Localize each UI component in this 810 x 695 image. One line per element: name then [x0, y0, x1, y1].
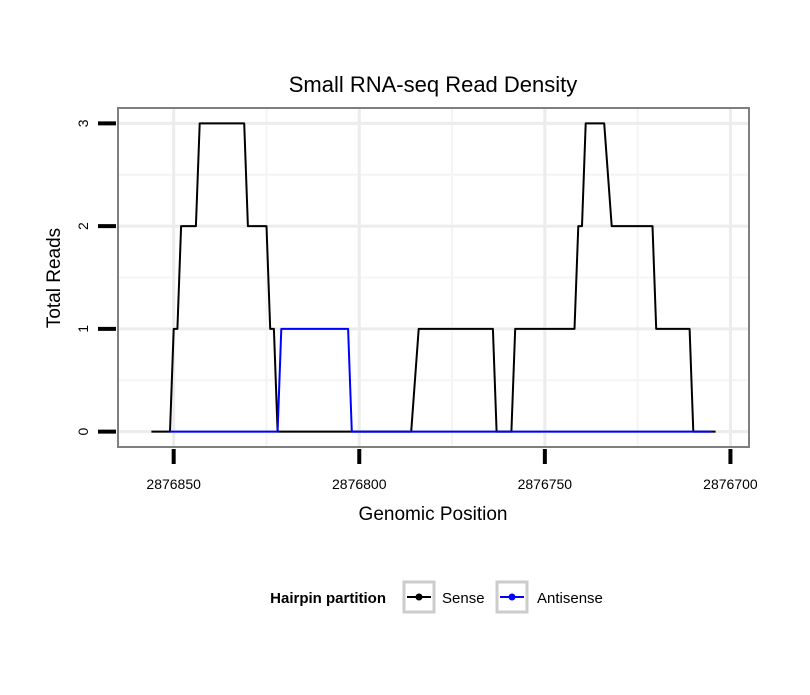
x-tick-label: 2876800 [332, 476, 387, 492]
series-line-sense [151, 122, 716, 433]
y-tick-label: 1 [75, 325, 91, 333]
y-axis-label: Total Reads [44, 228, 65, 328]
legend-title: Hairpin partition [270, 590, 386, 607]
x-tick-label: 2876850 [146, 476, 201, 492]
x-tick-label: 2876700 [703, 476, 758, 492]
legend: Hairpin partition Sense Antisense [270, 580, 603, 614]
chart-title: Small RNA-seq Read Density [289, 72, 578, 97]
axes: 2876850 2876800 2876750 2876700 0 1 2 3 [75, 119, 758, 492]
y-tick-label: 3 [75, 119, 91, 127]
y-tick-label: 2 [75, 222, 91, 230]
x-tick-label: 2876750 [518, 476, 573, 492]
plot-border [117, 107, 750, 448]
legend-key-point [415, 593, 423, 601]
y-tick-label: 0 [75, 427, 91, 435]
legend-label-antisense: Antisense [537, 590, 603, 607]
legend-label-sense: Sense [442, 590, 485, 607]
x-axis-label: Genomic Position [359, 504, 508, 525]
series-layer [151, 122, 716, 433]
legend-key-point [508, 593, 516, 601]
grid [118, 108, 749, 447]
series-line-antisense [170, 327, 712, 433]
